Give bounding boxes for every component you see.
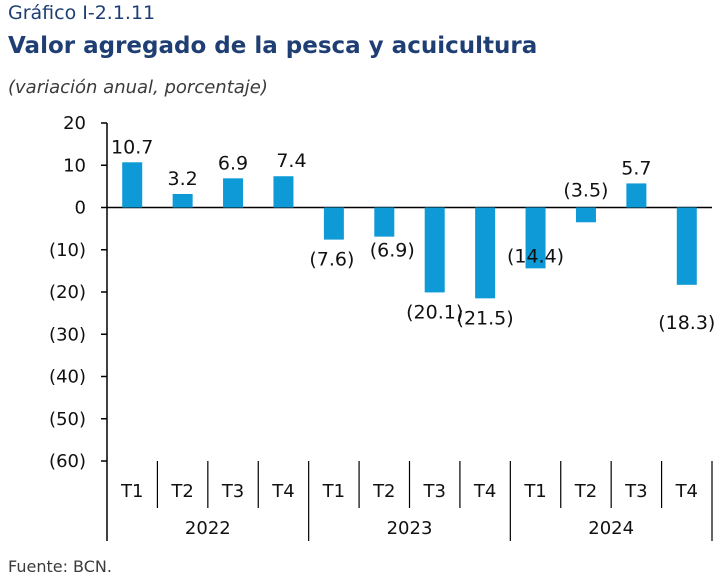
category-label: T4 (271, 481, 294, 502)
bar-2023-t1 (323, 207, 344, 240)
data-label: 10.7 (111, 136, 153, 158)
bar-2022-t3 (223, 178, 244, 208)
bar-2023-t4 (475, 207, 496, 299)
bar-2024-t2 (575, 207, 596, 223)
data-label: (14.4) (507, 245, 564, 267)
data-label: (6.9) (370, 240, 415, 262)
data-label: (7.6) (309, 249, 354, 271)
category-label: T4 (473, 481, 496, 502)
bar-2022-t4 (273, 176, 294, 208)
y-tick-label: 0 (75, 198, 86, 219)
group-label-2023: 2023 (387, 518, 433, 539)
y-tick-label: (50) (49, 409, 86, 430)
data-label: (21.5) (457, 307, 514, 329)
y-tick-label: 10 (63, 155, 86, 176)
category-label: T1 (322, 481, 345, 502)
y-tick-label: (10) (49, 240, 86, 261)
y-tick-label: (60) (49, 451, 86, 472)
data-label: 3.2 (168, 168, 198, 190)
bar-2024-t1 (525, 207, 546, 269)
source-note: Fuente: BCN. (8, 557, 112, 576)
category-label: T2 (170, 481, 193, 502)
data-label: (20.1) (406, 301, 463, 323)
bar-2022-t1 (122, 162, 143, 208)
category-label: T4 (675, 481, 698, 502)
y-tick-label: (40) (49, 367, 86, 388)
bar-2024-t4 (676, 207, 697, 285)
category-label: T3 (221, 481, 244, 502)
bar-2023-t2 (374, 207, 395, 237)
data-label: 6.9 (218, 152, 248, 174)
chart-subtitle: (variación anual, porcentaje) (8, 77, 268, 98)
group-label-2022: 2022 (185, 518, 231, 539)
category-label: T1 (120, 481, 143, 502)
category-label: T2 (574, 481, 597, 502)
y-tick-label: 20 (63, 113, 86, 134)
category-label: T2 (372, 481, 395, 502)
category-label: T3 (624, 481, 647, 502)
figure-label: Gráfico I-2.1.11 (8, 2, 156, 24)
data-label: (3.5) (563, 179, 608, 201)
bar-2023-t3 (424, 207, 445, 293)
y-tick-label: (20) (49, 282, 86, 303)
group-label-2024: 2024 (588, 518, 634, 539)
category-label: T1 (523, 481, 546, 502)
bar-2022-t2 (172, 193, 193, 208)
bar-2024-t3 (626, 183, 647, 208)
y-tick-label: (30) (49, 324, 86, 345)
data-label: 5.7 (621, 157, 651, 179)
category-label: T3 (422, 481, 445, 502)
data-label: 7.4 (276, 150, 306, 172)
data-label: (18.3) (658, 312, 715, 334)
chart-title: Valor agregado de la pesca y acuicultura (8, 33, 538, 59)
